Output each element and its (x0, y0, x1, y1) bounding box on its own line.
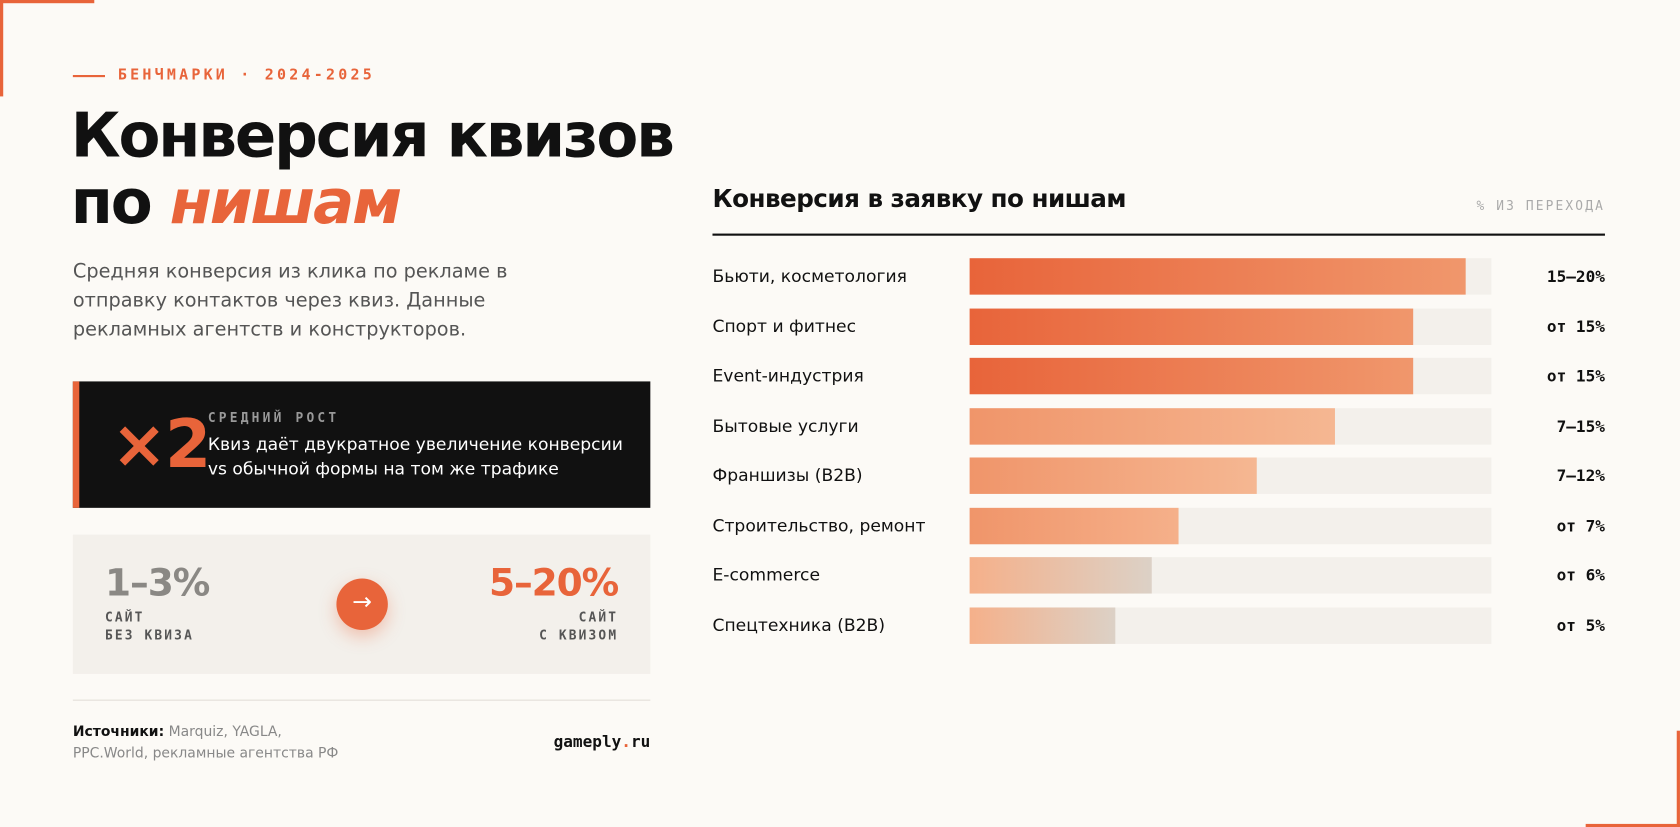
comparison-box: 1–3% САЙТ БЕЗ КВИЗА → 5–20% САЙТ С КВИЗО… (72, 534, 651, 674)
brand-tld: ru (630, 731, 651, 752)
row-label: Бьюти, косметология (712, 265, 907, 287)
bar (969, 258, 1466, 295)
chart-unit: % ИЗ ПЕРЕХОДА (1476, 198, 1605, 214)
bar (969, 557, 1153, 594)
eyebrow-line (72, 74, 105, 77)
bar (969, 507, 1179, 544)
corner-accent (0, 0, 4, 97)
caption-line: БЕЗ КВИЗА (104, 627, 194, 643)
after-caption: САЙТ С КВИЗОМ (539, 609, 618, 645)
caption-line: С КВИЗОМ (539, 627, 619, 643)
eyebrow: БЕНЧМАРКИ · 2024-2025 (117, 66, 376, 84)
sources-text: Marquiz, YAGLA, PPC.World, рекламные аге… (72, 724, 339, 762)
row-label: Event-индустрия (712, 365, 864, 386)
sources-label: Источники: (72, 724, 165, 741)
row-value: от 5% (1556, 615, 1605, 635)
row-label: Строительство, ремонт (712, 514, 926, 536)
corner-accent (1676, 730, 1680, 827)
brand-name: gameply (553, 731, 622, 752)
bar (969, 457, 1257, 494)
row-label: E-commerce (712, 564, 821, 585)
caption-line: САЙТ (578, 609, 619, 625)
highlight-box: ×2 СРЕДНИЙ РОСТ Квиз даёт двукратное уве… (72, 381, 651, 508)
brand: gameply.ru (554, 732, 651, 751)
sources: Источники: Marquiz, YAGLA, PPC.World, ре… (73, 722, 352, 765)
row-value: 7–12% (1556, 466, 1605, 486)
highlight-label: СРЕДНИЙ РОСТ (207, 410, 340, 426)
title-accent: нишам (169, 167, 402, 238)
row-value: от 15% (1546, 366, 1605, 386)
arrow-circle: → (336, 578, 388, 630)
title-line: Конверсия квизов (70, 100, 675, 172)
title: Конверсия квизов по нишам (70, 100, 675, 236)
row-label: Спорт и фитнес (712, 315, 857, 336)
chart-rule (712, 233, 1605, 236)
highlight-big: ×2 (111, 404, 211, 484)
after-value: 5–20% (488, 562, 619, 606)
corner-accent (1585, 823, 1680, 827)
title-text: по (70, 167, 153, 238)
brand-dot: . (621, 731, 631, 752)
divider (72, 699, 651, 701)
chart-title: Конверсия в заявку по нишам (712, 185, 1127, 214)
row-label: Спецтехника (B2B) (712, 614, 886, 635)
before-value: 1–3% (104, 562, 210, 606)
row-value: 15–20% (1546, 266, 1605, 287)
row-label: Франшизы (B2B) (712, 464, 863, 486)
before-caption: САЙТ БЕЗ КВИЗА (105, 609, 194, 645)
title-line: по нишам (71, 169, 673, 235)
corner-accent (0, 0, 95, 4)
highlight-text: Квиз даёт двукратное увеличение конверси… (207, 433, 623, 479)
bar (969, 308, 1414, 345)
description: Средняя конверсия из клика по рекламе в … (72, 260, 508, 341)
row-value: от 6% (1556, 565, 1605, 585)
row-value: 7–15% (1556, 416, 1605, 436)
caption-line: САЙТ (104, 609, 145, 625)
row-value: от 15% (1546, 316, 1605, 336)
bar (969, 407, 1335, 445)
row-value: от 7% (1556, 515, 1605, 536)
bar (969, 606, 1116, 644)
row-label: Бытовые услуги (712, 415, 859, 436)
bar (969, 357, 1414, 395)
